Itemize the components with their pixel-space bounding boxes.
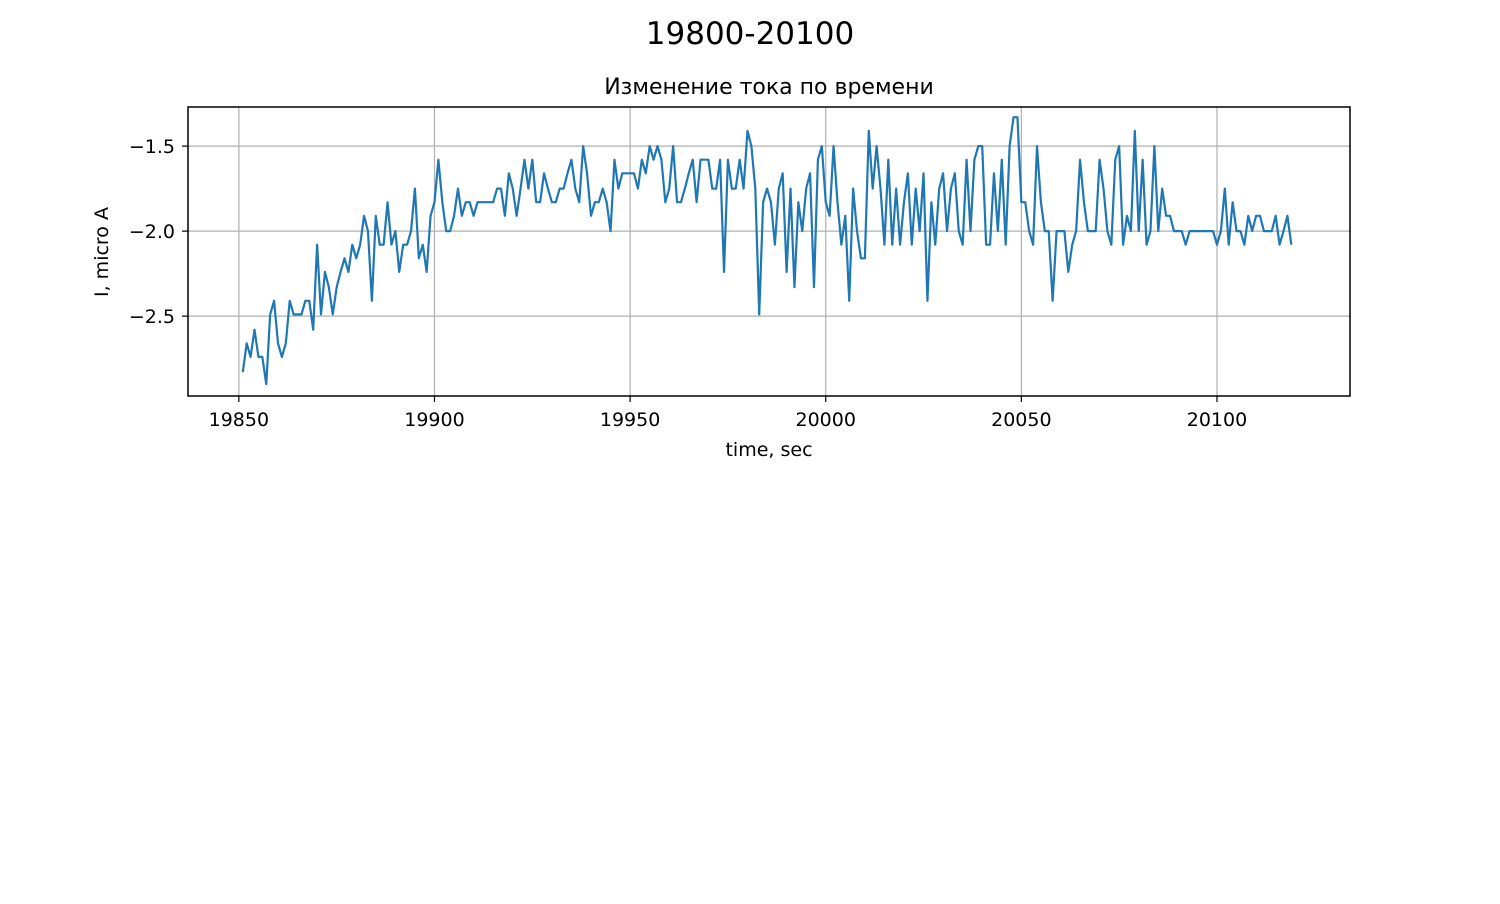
chart-title: Изменение тока по времени [604, 75, 934, 100]
y-tick-label: −2.0 [129, 221, 175, 243]
x-tick-label: 19900 [404, 409, 464, 431]
x-tick-label: 20000 [796, 409, 856, 431]
plot-area-frame [187, 106, 1351, 397]
x-tick-label: 20050 [991, 409, 1051, 431]
x-tick-label: 19850 [209, 409, 269, 431]
y-tick-label: −2.5 [129, 306, 175, 328]
series-line-0 [241, 116, 1293, 386]
x-axis-label: time, sec [725, 439, 812, 461]
series-layer [241, 116, 1293, 386]
grid-lines [188, 107, 1350, 396]
x-tick-label: 20100 [1187, 409, 1247, 431]
axis-ticks: 19850 19900 19950 20000 20050 20100 −2.5 −2.0 −1… [129, 136, 1247, 431]
y-axis-label: I, micro A [91, 207, 113, 297]
x-tick-label: 19950 [600, 409, 660, 431]
figure-suptitle: 19800-20100 [646, 16, 854, 52]
y-tick-label: −1.5 [129, 136, 175, 158]
